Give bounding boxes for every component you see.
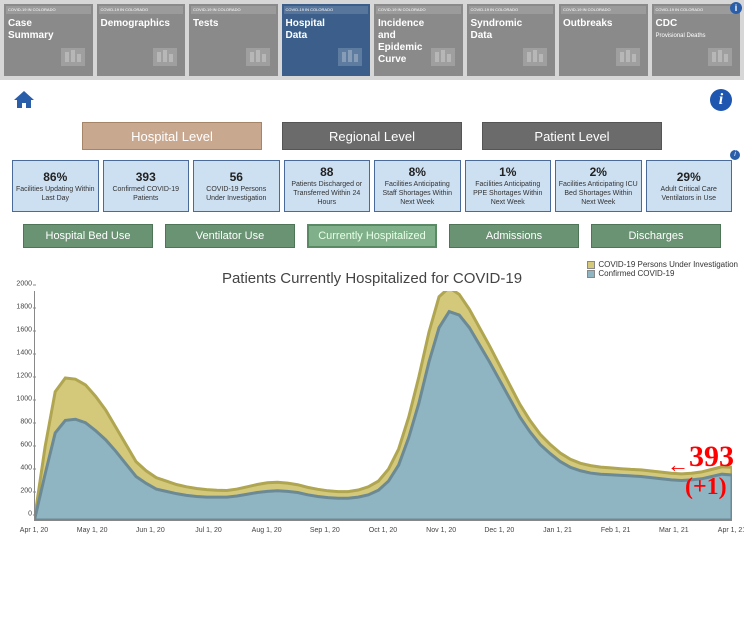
legend-label: COVID-19 Persons Under Investigation [598,260,738,269]
top-tab-outbreaks[interactable]: COVID-19 IN COLORADOOutbreaks [559,4,648,76]
level-tabs: Hospital Level Regional Level Patient Leve… [0,116,744,160]
legend-item: COVID-19 Persons Under Investigation [587,260,738,269]
y-tick: 0 [28,511,32,518]
level-tab-regional-level[interactable]: Regional Level [282,122,462,150]
info-icon[interactable]: i [730,2,742,14]
stat-value: 88 [287,165,368,179]
area-chart-svg [35,291,732,520]
y-tick: 1400 [16,350,32,357]
chart-box: 0200400600800100012001400160018002000 ←3… [34,291,732,541]
x-tick: Jul 1, 20 [195,527,221,534]
top-tab-incidence-and-epidemic-curve[interactable]: COVID-19 IN COLORADOIncidenceandEpidemic… [374,4,463,76]
y-tick: 1200 [16,373,32,380]
x-axis: Apr 1, 20May 1, 20Jun 1, 20Jul 1, 20Aug … [34,523,732,541]
legend-swatch [587,270,595,278]
y-tick: 200 [20,488,32,495]
top-tab-cdc[interactable]: COVID-19 IN COLORADOCDCProvisional Death… [652,4,741,76]
y-tick: 1000 [16,396,32,403]
toolbar: i [0,80,744,116]
stat-row: i 86%Facilities Updating Within Last Day… [0,160,744,212]
x-tick: Oct 1, 20 [369,527,397,534]
metric-tab-ventilator-use[interactable]: Ventilator Use [165,224,295,248]
top-tab-syndromic-data[interactable]: COVID-19 IN COLORADOSyndromicData [467,4,556,76]
stat-value: 1% [468,165,549,179]
x-tick: Nov 1, 20 [426,527,456,534]
top-tab-tests[interactable]: COVID-19 IN COLORADOTests [189,4,278,76]
top-tab-case-summary[interactable]: COVID-19 IN COLORADOCaseSummary [4,4,93,76]
y-axis: 0200400600800100012001400160018002000 [6,291,32,521]
chart-legend: COVID-19 Persons Under InvestigationConf… [587,260,738,278]
stat-label: Adult Critical Care Ventilators in Use [649,185,730,203]
stat-value: 86% [15,170,96,184]
stat-label: Facilities Updating Within Last Day [15,185,96,203]
home-icon[interactable] [12,88,36,112]
stat-label: COVID-19 Persons Under Investigation [196,185,277,203]
stat-box: 1%Facilities Anticipating PPE Shortages … [465,160,552,212]
y-tick: 1600 [16,327,32,334]
y-tick: 400 [20,465,32,472]
metric-tab-hospital-bed-use[interactable]: Hospital Bed Use [23,224,153,248]
x-tick: Dec 1, 20 [484,527,514,534]
y-tick: 800 [20,419,32,426]
stat-box: 393Confirmed COVID-19 Patients [103,160,190,212]
stat-label: Confirmed COVID-19 Patients [106,185,187,203]
stat-box: 2%Facilities Anticipating ICU Bed Shorta… [555,160,642,212]
metric-tab-discharges[interactable]: Discharges [591,224,721,248]
stat-label: Facilities Anticipating ICU Bed Shortage… [558,180,639,207]
level-tab-patient-level[interactable]: Patient Level [482,122,662,150]
stat-label: Facilities Anticipating Staff Shortages … [377,180,458,207]
stat-box: 88Patients Discharged or Transferred Wit… [284,160,371,212]
y-tick: 2000 [16,281,32,288]
stat-value: 393 [106,170,187,184]
stat-value: 8% [377,165,458,179]
stat-label: Facilities Anticipating PPE Shortages Wi… [468,180,549,207]
y-tick: 1800 [16,304,32,311]
top-nav-tabs: COVID-19 IN COLORADOCaseSummaryCOVID-19 … [0,0,744,80]
metric-tabs: Hospital Bed Use Ventilator Use Currently … [0,212,744,260]
stat-box: 56COVID-19 Persons Under Investigation [193,160,280,212]
x-tick: Jun 1, 20 [136,527,165,534]
value-annotation: 393 [689,440,734,473]
stat-box: 8%Facilities Anticipating Staff Shortage… [374,160,461,212]
stat-box: 86%Facilities Updating Within Last Day [12,160,99,212]
delta-annotation: (+1) [685,474,727,500]
legend-item: Confirmed COVID-19 [587,269,738,278]
x-tick: Mar 1, 21 [659,527,689,534]
chart-area: COVID-19 Persons Under InvestigationConf… [0,260,744,547]
top-tab-demographics[interactable]: COVID-19 IN COLORADODemographics [97,4,186,76]
legend-label: Confirmed COVID-19 [598,269,674,278]
metric-tab-currently-hospitalized[interactable]: Currently Hospitalized [307,224,437,248]
x-tick: Sep 1, 20 [310,527,340,534]
stat-box: 29%Adult Critical Care Ventilators in Us… [646,160,733,212]
x-tick: Apr 1, 21 [718,527,744,534]
stat-label: Patients Discharged or Transferred Withi… [287,180,368,207]
x-tick: Jan 1, 21 [543,527,572,534]
stat-value: 56 [196,170,277,184]
info-icon[interactable]: i [710,89,732,111]
stat-value: 29% [649,170,730,184]
legend-swatch [587,261,595,269]
x-tick: Aug 1, 20 [252,527,282,534]
level-tab-hospital-level[interactable]: Hospital Level [82,122,262,150]
top-tab-hospital-data[interactable]: COVID-19 IN COLORADOHospitalData [282,4,371,76]
plot-area: ←393 (+1) [34,291,732,521]
x-tick: Feb 1, 21 [601,527,631,534]
arrow-annotation: ← [667,452,689,477]
x-tick: Apr 1, 20 [20,527,48,534]
y-tick: 600 [20,442,32,449]
metric-tab-admissions[interactable]: Admissions [449,224,579,248]
stat-value: 2% [558,165,639,179]
handwritten-annotation: ←393 (+1) [667,444,734,500]
x-tick: May 1, 20 [77,527,108,534]
info-icon[interactable]: i [730,150,740,160]
